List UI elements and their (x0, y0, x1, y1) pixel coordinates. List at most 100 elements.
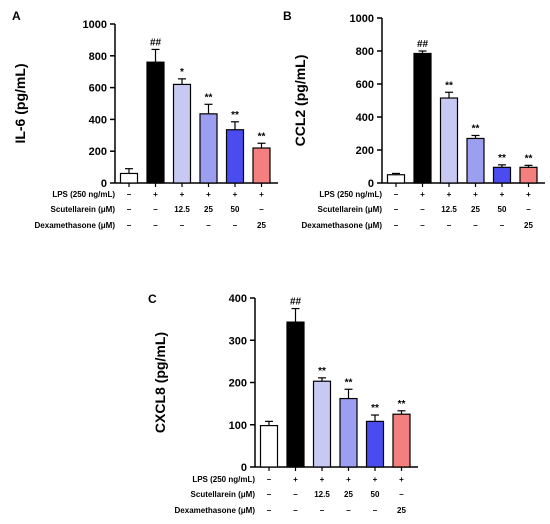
condition-value: + (180, 190, 185, 199)
condition-value: – (180, 221, 185, 230)
condition-value: 25 (257, 221, 266, 230)
y-tick-label: 200 (89, 146, 107, 158)
y-tick-label: 400 (89, 114, 107, 126)
condition-value: 50 (231, 205, 240, 214)
bar (413, 52, 432, 184)
condition-value: – (473, 221, 478, 230)
condition-value: – (267, 475, 272, 484)
y-axis-label: CXCL8 (pg/mL) (152, 332, 168, 433)
condition-value: – (259, 205, 264, 214)
condition-value: + (346, 475, 351, 484)
condition-value: 25 (524, 221, 533, 230)
condition-value: + (526, 190, 531, 199)
y-tick-label: 400 (356, 112, 374, 124)
y-tick-label: 400 (229, 293, 247, 305)
significance-label: * (180, 67, 184, 78)
bar (365, 420, 385, 468)
chart-panel-c: C CXCL8 (pg/mL) 0 100 200 300 400 ## ** ** ** ** LPS… (148, 292, 418, 515)
bar (225, 129, 245, 184)
y-tick-label: 100 (229, 420, 247, 432)
y-tick-label: 800 (356, 46, 374, 58)
condition-value: 50 (371, 490, 380, 499)
significance-label: ## (290, 297, 302, 308)
y-tick-label: 200 (229, 378, 247, 390)
condition-value: – (420, 221, 425, 230)
bar (492, 166, 512, 184)
condition-row-label: LPS (250 ng/mL) (319, 190, 382, 199)
bar (146, 61, 165, 184)
condition-value: + (206, 190, 211, 199)
significance-label: ** (231, 110, 239, 121)
condition-value: – (394, 190, 399, 199)
y-tick-label: 0 (368, 178, 374, 190)
condition-value: – (394, 205, 399, 214)
bar (199, 113, 218, 184)
condition-row-label: Scutellarein (μM) (318, 205, 383, 214)
panel-letter: B (283, 9, 292, 23)
chart-panel-a: AIL-6 (pg/mL)02004006008001000##*******L… (12, 9, 278, 230)
condition-value: – (293, 506, 298, 515)
condition-value: – (373, 506, 378, 515)
y-tick-label: 1000 (350, 13, 374, 25)
condition-value: – (500, 221, 505, 230)
condition-value: + (420, 190, 425, 199)
condition-value: – (526, 205, 531, 214)
condition-value: 25 (204, 205, 213, 214)
bar (519, 166, 538, 184)
condition-row-label: Dexamethasone (μM) (175, 506, 256, 515)
bar (172, 83, 192, 184)
condition-value: + (473, 190, 478, 199)
condition-row-label: Dexamethasone (μM) (35, 221, 116, 230)
bar (339, 397, 358, 468)
y-axis-label: CCL2 (pg/mL) (292, 55, 308, 147)
y-tick-label: 0 (241, 462, 247, 474)
condition-value: 12.5 (314, 490, 330, 499)
condition-value: – (153, 205, 158, 214)
bar (252, 147, 271, 184)
condition-row-label: Scutellarein (μM) (191, 490, 256, 499)
condition-value: + (153, 190, 158, 199)
condition-value: – (153, 221, 158, 230)
condition-value: 12.5 (174, 205, 190, 214)
significance-label: ** (205, 92, 213, 103)
condition-value: – (320, 506, 325, 515)
condition-value: – (447, 221, 452, 230)
bar (286, 321, 305, 468)
y-tick-label: 600 (356, 79, 374, 91)
condition-value: + (320, 475, 325, 484)
chart-panel-b: B CCL2 (pg/mL) 0 200 400 600 800 1000 ## ** ** ** **… (283, 9, 545, 230)
significance-label: ** (398, 399, 406, 410)
bar (439, 97, 459, 184)
condition-value: – (394, 221, 399, 230)
condition-value: – (127, 205, 132, 214)
condition-value: – (206, 221, 211, 230)
bar (386, 174, 406, 184)
condition-value: – (293, 490, 298, 499)
condition-value: 12.5 (441, 205, 457, 214)
condition-value: 25 (344, 490, 353, 499)
condition-value: – (267, 490, 272, 499)
condition-value: – (233, 221, 238, 230)
condition-value: – (399, 490, 404, 499)
condition-value: – (267, 506, 272, 515)
bar (312, 380, 332, 468)
condition-value: – (127, 190, 132, 199)
condition-value: + (447, 190, 452, 199)
condition-row-label: Scutellarein (μM) (51, 205, 116, 214)
condition-row-label: LPS (250 ng/mL) (52, 190, 115, 199)
y-tick-label: 600 (89, 83, 107, 95)
condition-value: + (233, 190, 238, 199)
condition-value: + (293, 475, 298, 484)
condition-value: + (259, 190, 264, 199)
significance-label: ** (498, 153, 506, 164)
condition-row-label: Dexamethasone (μM) (302, 221, 383, 230)
condition-value: – (127, 221, 132, 230)
condition-value: + (399, 475, 404, 484)
y-tick-label: 800 (89, 51, 107, 63)
y-tick-label: 200 (356, 145, 374, 157)
condition-value: + (500, 190, 505, 199)
condition-value: – (346, 506, 351, 515)
significance-label: ** (345, 377, 353, 388)
bar (466, 137, 485, 184)
